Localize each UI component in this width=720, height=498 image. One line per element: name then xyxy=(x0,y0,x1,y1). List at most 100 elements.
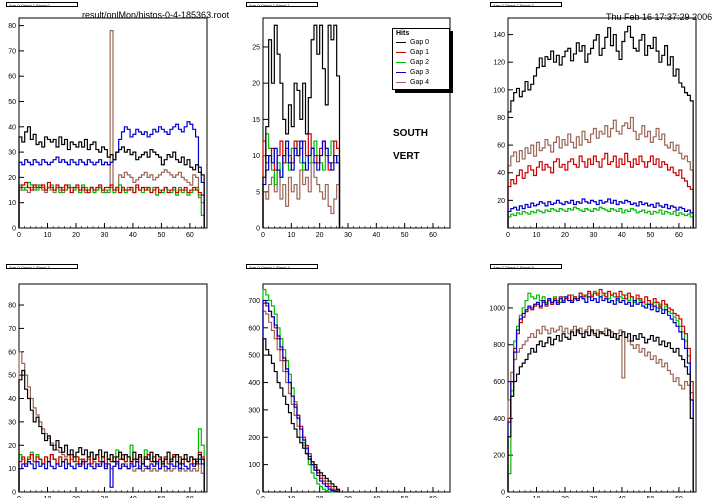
x-tick-label: 40 xyxy=(372,496,380,498)
y-tick-label: 15 xyxy=(252,117,260,124)
x-tick-label: 0 xyxy=(261,232,265,239)
panel-2-title: Arm 0 Orient 1 Panel 2 xyxy=(490,2,562,7)
series-1-line xyxy=(507,288,694,492)
y-tick-label: 100 xyxy=(248,462,260,469)
series-0-line xyxy=(262,338,341,492)
y-tick-label: 700 xyxy=(248,298,260,305)
x-tick-label: 60 xyxy=(429,232,437,239)
series-1-line xyxy=(507,152,694,228)
y-tick-label: 200 xyxy=(493,453,505,460)
y-tick-label: 5 xyxy=(256,189,260,196)
y-tick-label: 100 xyxy=(493,87,505,94)
y-tick-label: 80 xyxy=(497,115,505,122)
y-tick-label: 40 xyxy=(497,170,505,177)
series-3-line xyxy=(262,299,341,493)
y-tick-label: 20 xyxy=(497,198,505,205)
x-tick-label: 10 xyxy=(44,232,52,239)
y-tick-label: 50 xyxy=(8,373,16,380)
panel-0-title: Arm 0 Orient 1 Panel 0 xyxy=(6,2,78,7)
x-tick-label: 20 xyxy=(561,496,569,498)
y-tick-label: 400 xyxy=(493,416,505,423)
series-2-line xyxy=(18,428,205,492)
x-tick-label: 50 xyxy=(158,496,166,498)
series-3-line xyxy=(507,296,694,492)
y-tick-label: 500 xyxy=(248,353,260,360)
x-tick-label: 10 xyxy=(287,496,295,498)
legend-swatch xyxy=(396,51,406,53)
y-tick-label: 1000 xyxy=(489,305,505,312)
arm-annotation: SOUTH xyxy=(393,128,428,139)
y-tick-label: 600 xyxy=(248,325,260,332)
x-tick-label: 60 xyxy=(675,232,683,239)
series-0-line xyxy=(18,126,205,228)
panel-4: 01020304050600100200300400500600700 xyxy=(248,283,451,498)
x-tick-label: 0 xyxy=(506,496,510,498)
x-tick-label: 20 xyxy=(72,496,80,498)
y-tick-label: 20 xyxy=(252,81,260,88)
y-tick-label: 0 xyxy=(501,490,505,497)
y-tick-label: 10 xyxy=(252,153,260,160)
orient-annotation: VERT xyxy=(393,151,420,162)
y-tick-label: 60 xyxy=(8,349,16,356)
x-tick-label: 30 xyxy=(590,232,598,239)
series-2-line xyxy=(507,206,694,228)
x-tick-label: 0 xyxy=(17,496,21,498)
panel-5-title: Arm 0 Orient 1 Panel 5 xyxy=(490,264,562,269)
x-tick-label: 20 xyxy=(316,496,324,498)
series-3-line xyxy=(507,198,694,228)
series-4-line xyxy=(262,162,341,228)
series-0-line xyxy=(507,329,694,492)
panel-1-title: Arm 0 Orient 1 Panel 1 xyxy=(246,2,318,7)
y-tick-label: 80 xyxy=(8,23,16,30)
x-tick-label: 30 xyxy=(590,496,598,498)
legend-label: Gap 1 xyxy=(410,48,430,56)
file-path-label: result/onlMon/histos-0-4-185363.root xyxy=(82,10,230,20)
y-tick-label: 70 xyxy=(8,326,16,333)
series-2-line xyxy=(18,181,205,228)
series-0-line xyxy=(18,369,205,492)
legend-entry: Gap 0 xyxy=(396,37,446,47)
x-tick-label: 30 xyxy=(344,496,352,498)
x-tick-label: 50 xyxy=(158,232,166,239)
x-tick-label: 0 xyxy=(261,496,265,498)
series-3-line xyxy=(262,140,341,228)
y-tick-label: 600 xyxy=(493,379,505,386)
plot-frame xyxy=(507,283,697,493)
y-tick-label: 300 xyxy=(248,407,260,414)
x-tick-label: 40 xyxy=(372,232,380,239)
series-1-line xyxy=(18,451,205,492)
legend-entry: Gap 2 xyxy=(396,57,446,67)
y-tick-label: 20 xyxy=(8,443,16,450)
panel-3: 0 10 20 30 40 50 60 0 10 20 30 40 50 60 70 80 xyxy=(8,283,208,498)
x-tick-label: 10 xyxy=(533,232,541,239)
y-tick-label: 400 xyxy=(248,380,260,387)
series-1-line xyxy=(18,181,205,228)
series-3-line xyxy=(18,458,205,492)
x-tick-label: 20 xyxy=(72,232,80,239)
legend-swatch xyxy=(396,81,406,83)
y-tick-label: 25 xyxy=(252,44,260,51)
panel-3-title: Arm 0 Orient 1 Panel 3 xyxy=(6,264,78,269)
legend-entry: Gap 1 xyxy=(396,47,446,57)
series-1-line xyxy=(262,302,341,493)
series-0-line xyxy=(507,25,694,228)
panel-5: 010203040506002004006008001000 xyxy=(489,283,697,498)
series-4-line xyxy=(262,310,341,492)
y-tick-label: 40 xyxy=(8,124,16,131)
legend-swatch xyxy=(396,71,406,73)
series-4-line xyxy=(18,351,205,492)
series-2-line xyxy=(507,290,694,492)
series-3-line xyxy=(18,121,205,228)
x-tick-label: 60 xyxy=(186,496,194,498)
x-tick-label: 40 xyxy=(129,496,137,498)
panel-1: 0 10 20 30 40 50 60 0 5 10 15 20 25 xyxy=(252,17,451,239)
y-tick-label: 70 xyxy=(8,48,16,55)
y-tick-label: 20 xyxy=(8,175,16,182)
x-tick-label: 30 xyxy=(344,232,352,239)
x-tick-label: 60 xyxy=(429,496,437,498)
legend-title: Hits xyxy=(396,30,410,37)
y-tick-label: 800 xyxy=(493,342,505,349)
x-tick-label: 40 xyxy=(618,232,626,239)
y-tick-label: 0 xyxy=(12,490,16,497)
legend-label: Gap 3 xyxy=(410,68,430,76)
